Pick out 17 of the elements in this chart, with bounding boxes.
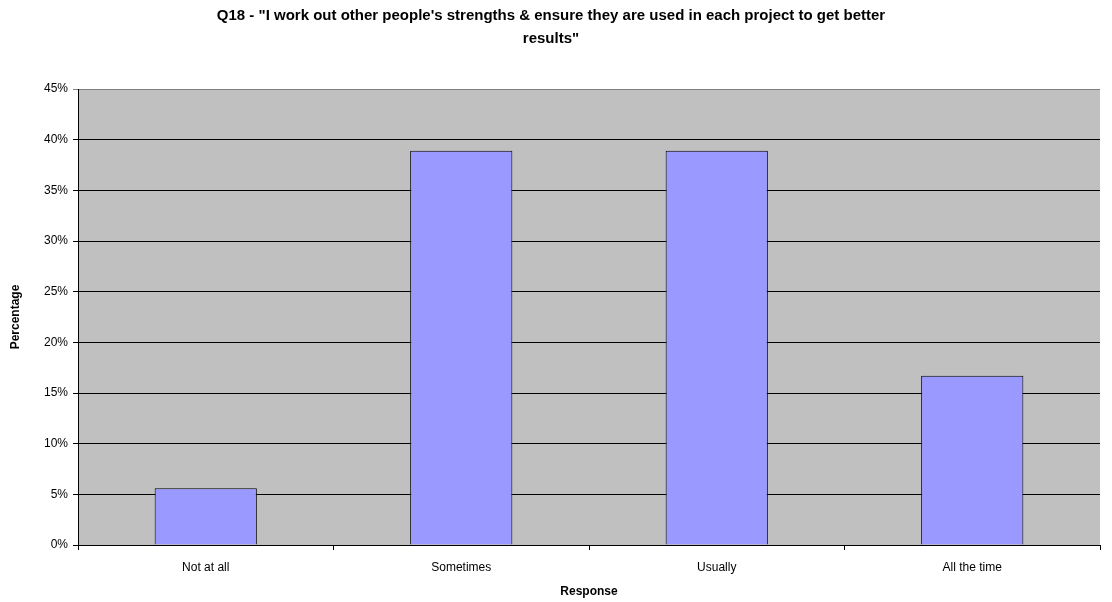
y-tick-label: 30%	[43, 233, 69, 248]
y-tick-label: 15%	[43, 385, 69, 400]
y-axis-title: Percentage	[7, 284, 22, 350]
y-tick-label: 0%	[50, 537, 69, 552]
chart-title: Q18 - "I work out other people's strengths & ensure they are used in each project to get better results"	[216, 6, 886, 46]
x-tick-label: Usually	[697, 559, 737, 574]
y-tick-label: 40%	[43, 131, 69, 146]
y-tick-label: 20%	[43, 334, 69, 349]
x-tick-label: Sometimes	[431, 559, 492, 574]
y-tick-label: 10%	[43, 435, 69, 450]
y-tick-label: 5%	[50, 486, 69, 501]
x-tick-label: Not at all	[182, 559, 230, 574]
x-axis-title: Response	[560, 584, 618, 599]
y-tick-label: 25%	[43, 283, 69, 298]
x-tick-label: All the time	[942, 559, 1003, 574]
y-tick-label: 35%	[43, 182, 69, 197]
y-tick-label: 45%	[43, 81, 69, 96]
